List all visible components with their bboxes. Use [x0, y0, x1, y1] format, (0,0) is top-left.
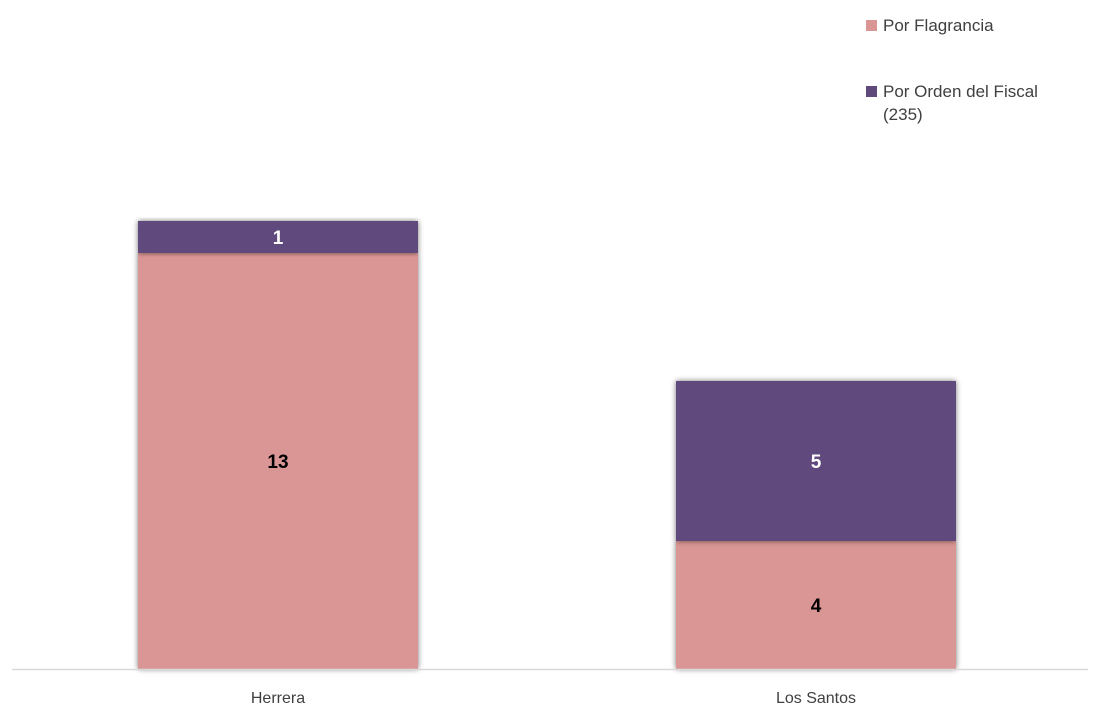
legend-label-flagrancia: Por Flagrancia	[883, 14, 994, 37]
data-label-herrera-series-2: 1	[273, 228, 284, 249]
legend-label-orden-fiscal-count: (235)	[883, 103, 923, 126]
data-label-los-santos-series-2: 5	[811, 452, 822, 473]
legend-swatch-flagrancia	[866, 20, 877, 31]
legend-label-orden-fiscal: Por Orden del Fiscal	[883, 80, 1038, 103]
x-tick-label-los-santos: Los Santos	[776, 690, 856, 707]
data-label-los-santos-series-1: 4	[811, 596, 822, 617]
x-tick-label-herrera: Herrera	[251, 690, 305, 707]
data-label-herrera-series-1: 13	[267, 452, 288, 473]
legend-swatch-orden-fiscal	[866, 86, 877, 97]
